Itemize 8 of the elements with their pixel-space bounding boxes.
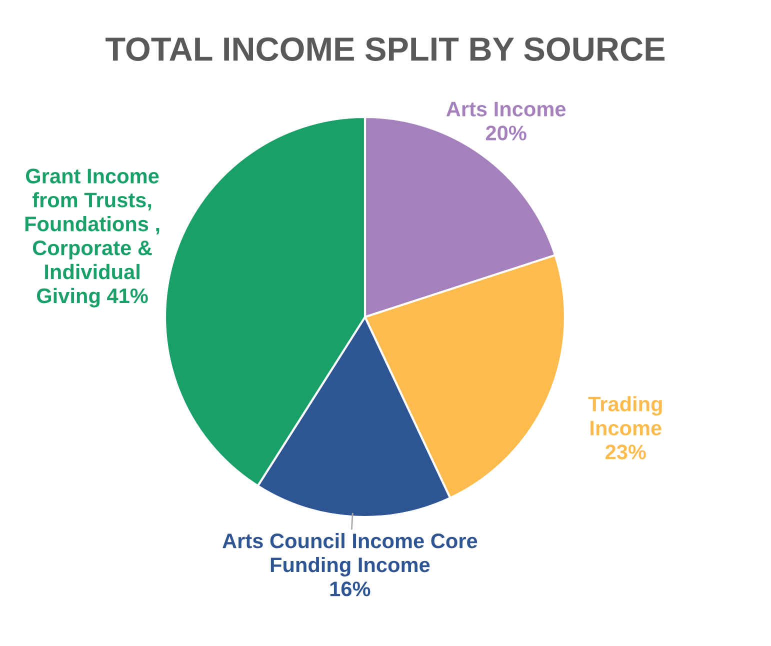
slice-label: Arts Income: [446, 102, 566, 116]
slice-label: Grant Income from Trusts, Foundations , Corporate & Individual Giving 41%: [25, 168, 160, 308]
slice-label: Trading Income: [588, 396, 662, 436]
chart-title: TOTAL INCOME SPLIT BY SOURCE: [106, 37, 665, 61]
data-label: 23%: [606, 444, 646, 460]
data-label: 16%: [330, 582, 370, 596]
data-label: 20%: [486, 126, 526, 140]
slice-label: Arts Council Income Core Funding Income: [222, 533, 478, 576]
